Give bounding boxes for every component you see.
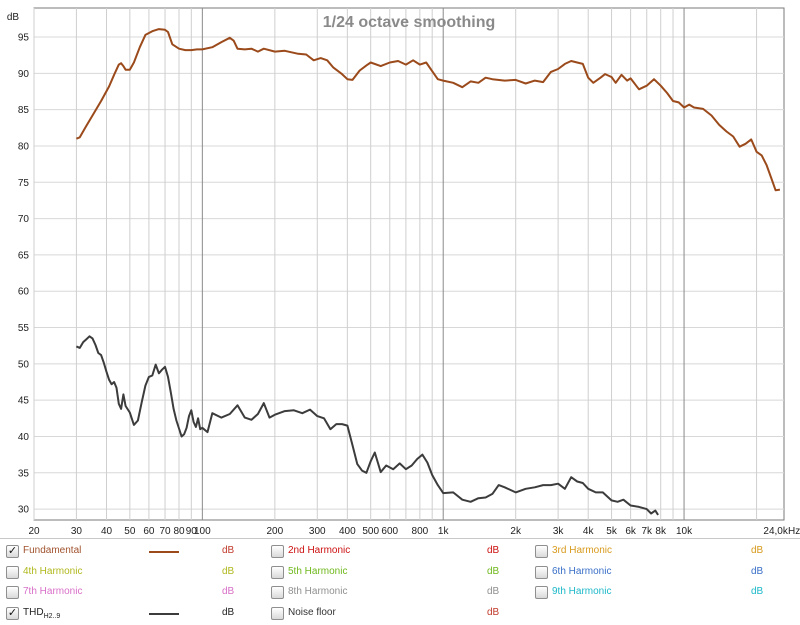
- x-tick-label: 90: [186, 526, 198, 537]
- checkbox-6th-harmonic[interactable]: [535, 565, 548, 579]
- legend-item-thd: ✓ THDH2..9 dB: [0, 604, 262, 624]
- y-axis-label: dB: [7, 12, 20, 23]
- legend-label: 4th Harmonic: [23, 565, 83, 577]
- x-tick-label: 7k: [641, 526, 653, 537]
- legend-label: 2nd Harmonic: [288, 545, 351, 556]
- x-tick-label: 100: [194, 526, 211, 537]
- chart-area: 30 35 40 45 50 55 60 65 70 75 80 85 90 95 20 30 40 50 60 70…: [7, 7, 800, 537]
- series-line-fundamental: [76, 28, 781, 192]
- legend-label: THDH2..9: [23, 606, 61, 620]
- legend-item-8th-harmonic: 8th Harmonic dB: [265, 583, 527, 603]
- x-tick-label: 50: [124, 526, 136, 537]
- y-tick-label: 85: [18, 105, 30, 116]
- legend-label: 9th Harmonic: [552, 586, 612, 597]
- legend-row: ✓ THDH2..9 dB Noise floor dB: [0, 604, 800, 624]
- legend-row: 7th Harmonic dB 8th Harmonic dB 9th Harmonic…: [0, 583, 800, 603]
- legend-label: Noise floor: [288, 606, 336, 618]
- legend-item-2nd-harmonic: 2nd Harmonic dB: [265, 542, 527, 562]
- checkbox-thd[interactable]: ✓: [6, 606, 19, 620]
- x-tick-label: 1k: [438, 526, 450, 537]
- checkbox-noise-floor[interactable]: [271, 606, 284, 620]
- y-tick-label: 45: [18, 396, 30, 407]
- legend-unit: dB: [222, 545, 235, 556]
- x-tick-label: 800: [412, 526, 429, 537]
- x-tick-label: 6k: [625, 526, 637, 537]
- legend-label: 6th Harmonic: [552, 565, 612, 577]
- x-tick-label: 500: [362, 526, 379, 537]
- x-tick-label: 5k: [606, 526, 618, 537]
- checkbox-2nd-harmonic[interactable]: [271, 545, 284, 558]
- x-axis-unit: Hz: [788, 526, 800, 537]
- x-tick-label: 2k: [510, 526, 522, 537]
- x-tick-label: 40: [101, 526, 113, 537]
- x-tick-label: 80: [173, 526, 185, 537]
- legend-label: 5th Harmonic: [288, 565, 348, 577]
- legend-row: ✓ Fundamental dB 2nd Harmonic dB 3rd Harmonic…: [0, 542, 800, 562]
- legend-label: 7th Harmonic: [23, 586, 83, 597]
- chart-svg: 30 35 40 45 50 55 60 65 70 75 80 85 90 95 20 30 40 50 60 70…: [7, 7, 800, 537]
- legend-item-5th-harmonic: 5th Harmonic dB: [265, 563, 527, 583]
- legend-label: Fundamental: [23, 545, 82, 556]
- x-tick-label: 70: [159, 526, 171, 537]
- y-tick-label: 80: [18, 141, 30, 152]
- x-tick-label: 20: [28, 526, 40, 537]
- legend-unit: dB: [222, 586, 235, 597]
- legend-unit: dB: [222, 565, 235, 577]
- checkbox-9th-harmonic[interactable]: [535, 586, 548, 599]
- y-tick-label: 95: [18, 33, 30, 44]
- x-tick-label: 4k: [583, 526, 595, 537]
- legend-unit: dB: [487, 586, 500, 597]
- x-tick-label: 600: [381, 526, 398, 537]
- chart-title: 1/24 octave smoothing: [323, 14, 496, 31]
- legend-item-7th-harmonic: 7th Harmonic dB: [0, 583, 262, 603]
- legend-item-4th-harmonic: 4th Harmonic dB: [0, 563, 262, 583]
- legend-label: 3rd Harmonic: [552, 545, 613, 556]
- y-tick-label: 55: [18, 323, 30, 334]
- x-tick-label: 300: [309, 526, 326, 537]
- legend-unit: dB: [751, 565, 764, 577]
- series-line-thd: [75, 335, 659, 516]
- x-tick-label: 8k: [655, 526, 667, 537]
- x-tick-label: 60: [143, 526, 155, 537]
- legend-unit: dB: [751, 586, 764, 597]
- y-tick-label: 50: [18, 359, 30, 370]
- x-tick-label: 10k: [676, 526, 693, 537]
- legend-line-swatch: [149, 551, 179, 553]
- x-tick-label: 400: [339, 526, 356, 537]
- legend-item-noise-floor: Noise floor dB: [265, 604, 527, 624]
- y-tick-label: 90: [18, 69, 30, 80]
- legend-unit: dB: [487, 565, 500, 577]
- plot-frame: [33, 7, 785, 521]
- y-tick-label: 35: [18, 468, 30, 479]
- checkbox-8th-harmonic[interactable]: [271, 586, 284, 599]
- legend-line-swatch: [149, 612, 179, 615]
- x-tick-label: 3k: [553, 526, 565, 537]
- legend-unit: dB: [222, 606, 235, 618]
- legend-item-3rd-harmonic: 3rd Harmonic dB: [529, 542, 791, 562]
- legend-item-6th-harmonic: 6th Harmonic dB: [529, 563, 791, 583]
- legend-label-subscript: H2..9: [43, 612, 61, 620]
- x-tick-label: 24,0k: [763, 526, 788, 537]
- legend-unit: dB: [487, 606, 500, 618]
- y-tick-label: 75: [18, 178, 30, 189]
- legend-item-fundamental: ✓ Fundamental dB: [0, 542, 262, 562]
- x-tick-label: 200: [267, 526, 284, 537]
- legend-unit: dB: [487, 545, 500, 556]
- checkbox-fundamental[interactable]: ✓: [6, 545, 19, 558]
- legend-row: 4th Harmonic dB 5th Harmonic dB 6th Harmonic…: [0, 563, 800, 583]
- checkbox-4th-harmonic[interactable]: [6, 565, 19, 579]
- x-tick-label: 30: [71, 526, 83, 537]
- legend-label: 8th Harmonic: [288, 586, 348, 597]
- y-tick-label: 30: [18, 505, 30, 516]
- checkbox-5th-harmonic[interactable]: [271, 565, 284, 579]
- y-tick-label: 40: [18, 432, 30, 443]
- y-tick-label: 60: [18, 287, 30, 298]
- legend-item-9th-harmonic: 9th Harmonic dB: [529, 583, 791, 603]
- checkbox-3rd-harmonic[interactable]: [535, 545, 548, 558]
- legend-panel: ✓ Fundamental dB 2nd Harmonic dB 3rd Harmonic…: [0, 538, 800, 625]
- y-tick-label: 65: [18, 250, 30, 261]
- y-tick-label: 70: [18, 214, 30, 225]
- checkbox-7th-harmonic[interactable]: [6, 586, 19, 599]
- legend-unit: dB: [751, 545, 764, 556]
